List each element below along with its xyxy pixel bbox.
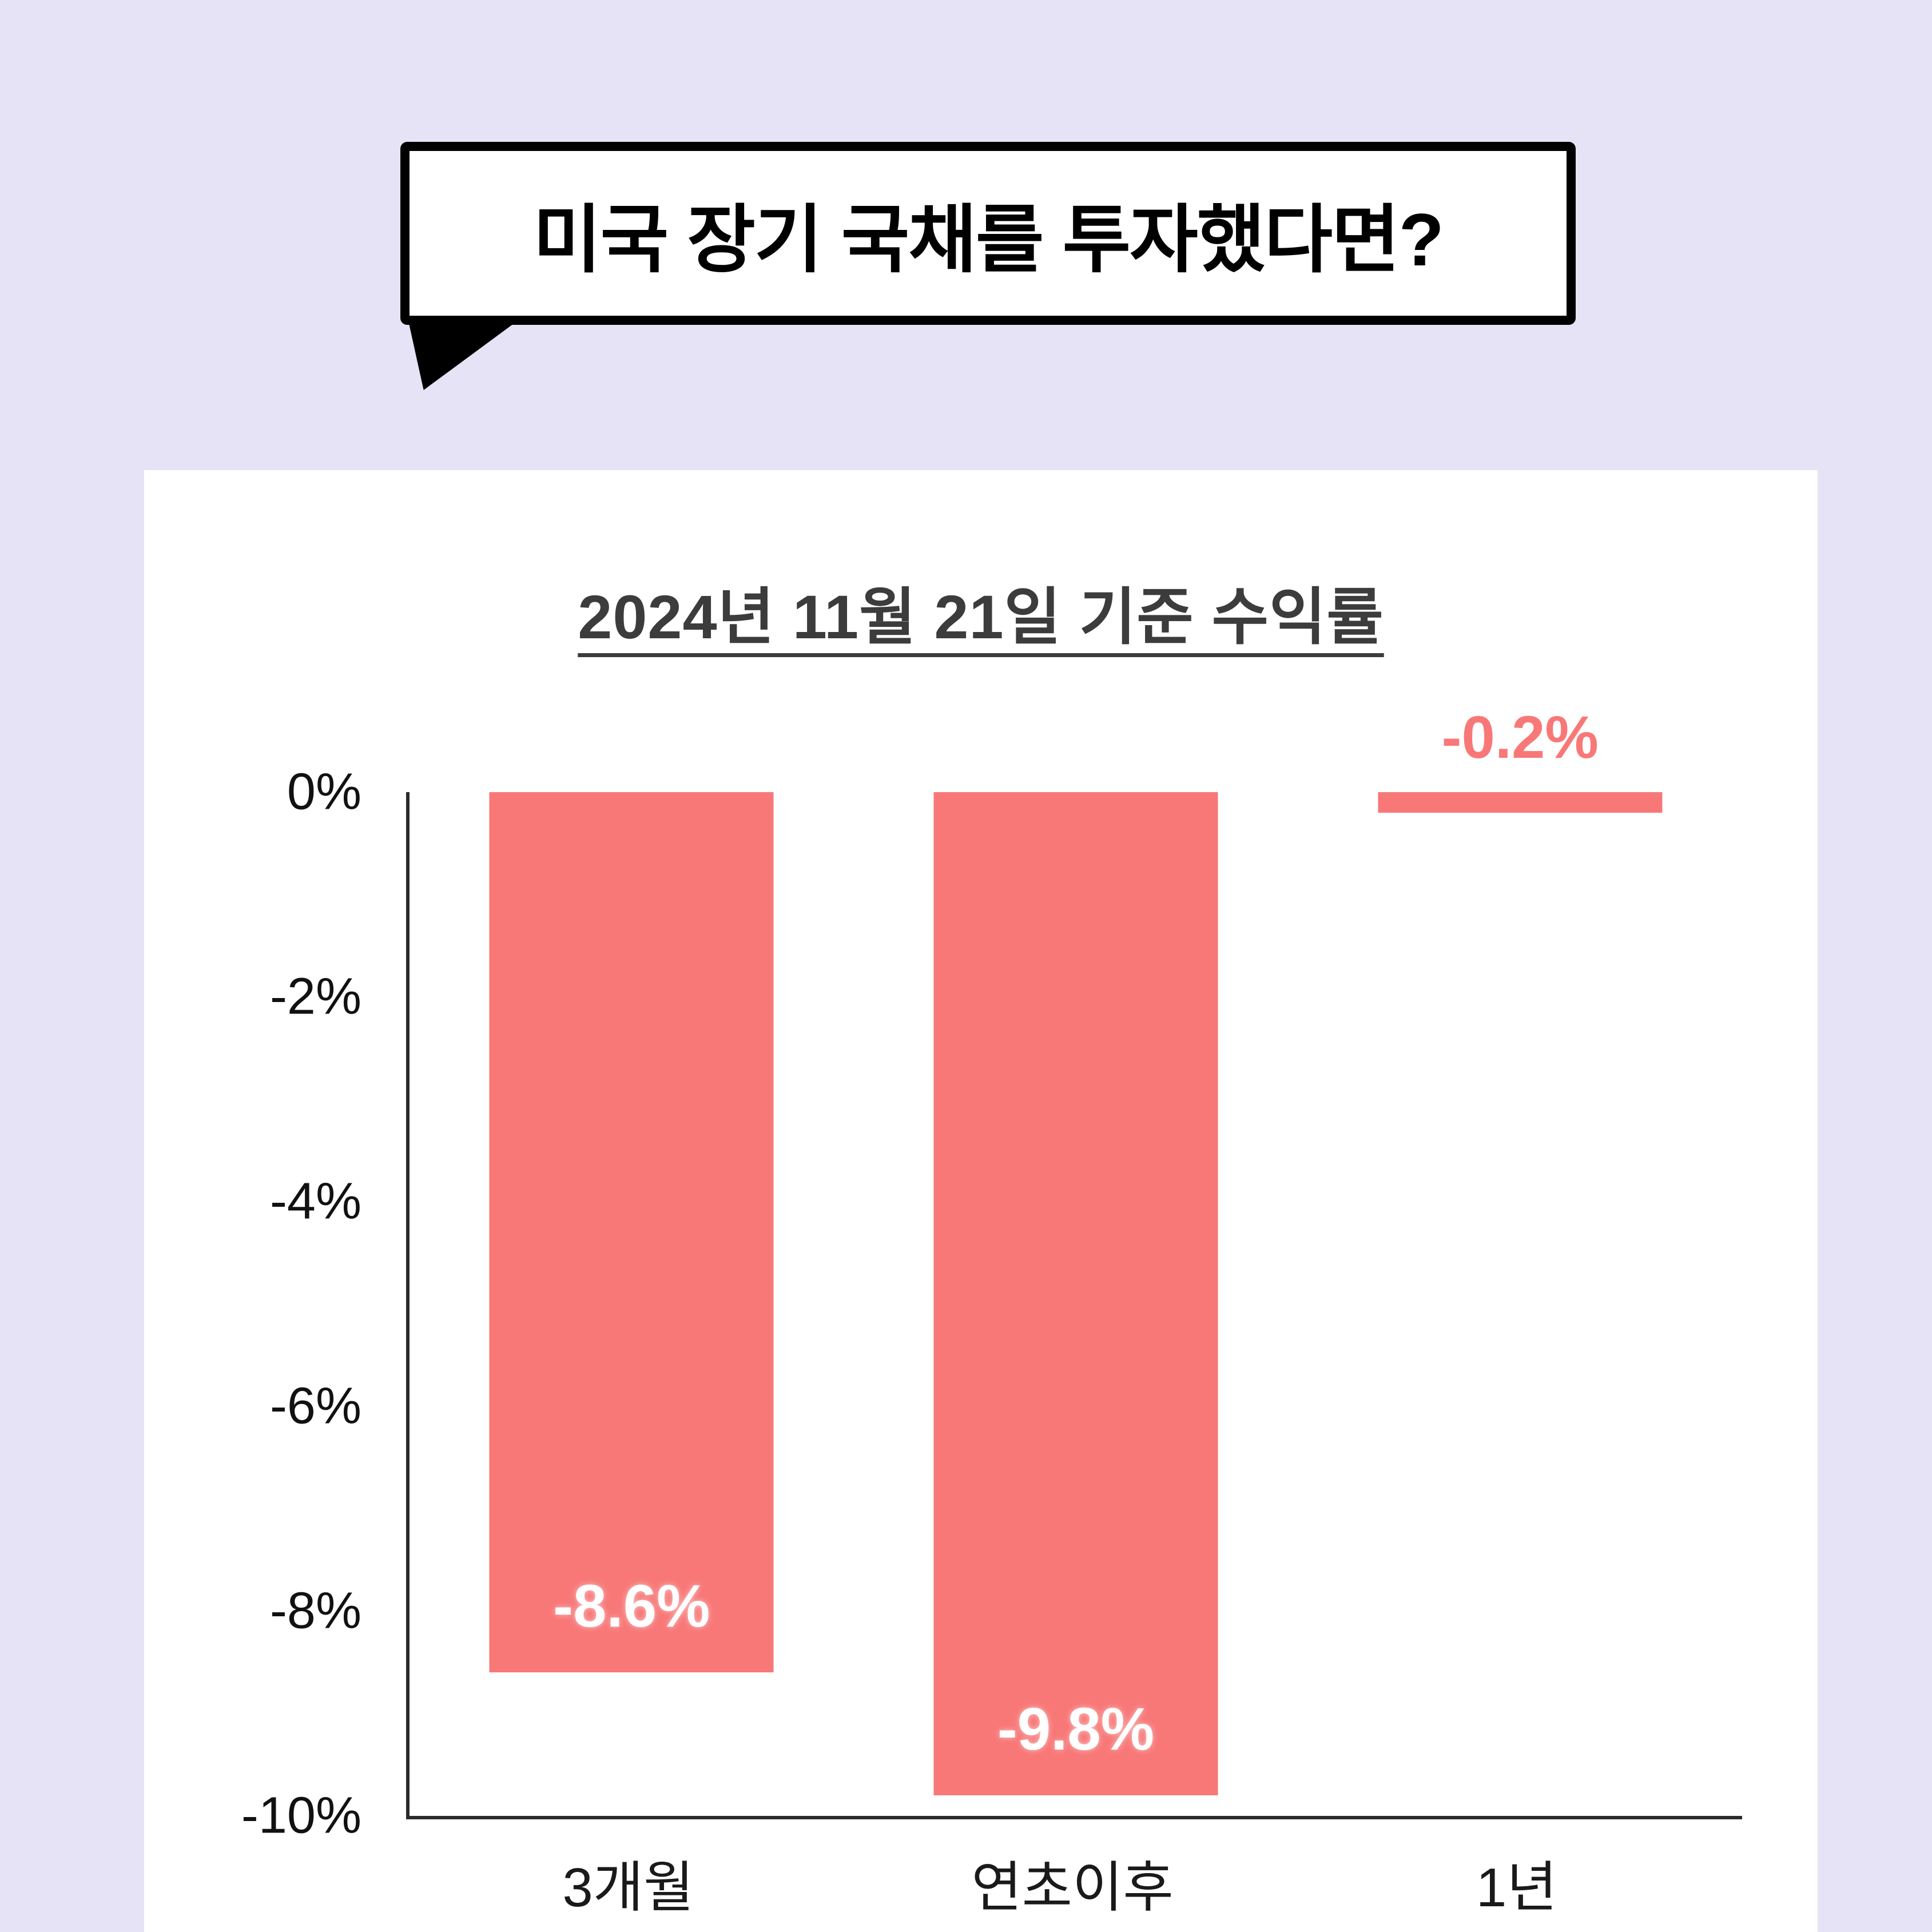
bar-value-label: -0.2% [1441, 704, 1599, 771]
y-tick-label: -6% [269, 1377, 361, 1435]
y-tick-label: -2% [269, 968, 361, 1025]
plot-area: -8.6% -9.8% -0.2% [406, 704, 1742, 1819]
y-tick-label: -10% [241, 1787, 361, 1844]
y-tick-label: -4% [269, 1172, 361, 1230]
bar-slot: -9.8% [854, 792, 1298, 1816]
x-axis-labels: 3개월 연초이후 1년 [406, 1843, 1739, 1922]
speech-bubble: 미국 장기 국채를 투자했다면? [400, 142, 1576, 325]
chart-title: 2024년 11월 21일 기준 수익률 [578, 582, 1384, 651]
x-tick-label: 3개월 [562, 1857, 694, 1918]
x-tick-label: 연초이후 [971, 1857, 1174, 1918]
bar-1: -8.6% [489, 792, 774, 1673]
bar-2: -9.8% [933, 792, 1218, 1796]
chart-card: 2024년 11월 21일 기준 수익률 0% -2% -4% -6% -8% -10% … [144, 470, 1818, 1932]
bar-slot: -0.2% [1298, 704, 1742, 1816]
bar-slot: -8.6% [410, 792, 854, 1816]
bar-value-label: -8.6% [553, 1573, 710, 1640]
y-axis-ticks: 0% -2% -4% -6% -8% -10% [144, 764, 384, 1844]
y-tick-label: -8% [269, 1582, 361, 1640]
x-tick-label: 1년 [1476, 1857, 1557, 1918]
y-tick-label: 0% [287, 763, 361, 821]
speech-bubble-tail [407, 316, 524, 390]
speech-bubble-text: 미국 장기 국채를 투자했다면? [533, 198, 1444, 281]
bar-value-label: -9.8% [997, 1696, 1155, 1763]
bar-3: -0.2% [1378, 704, 1663, 813]
